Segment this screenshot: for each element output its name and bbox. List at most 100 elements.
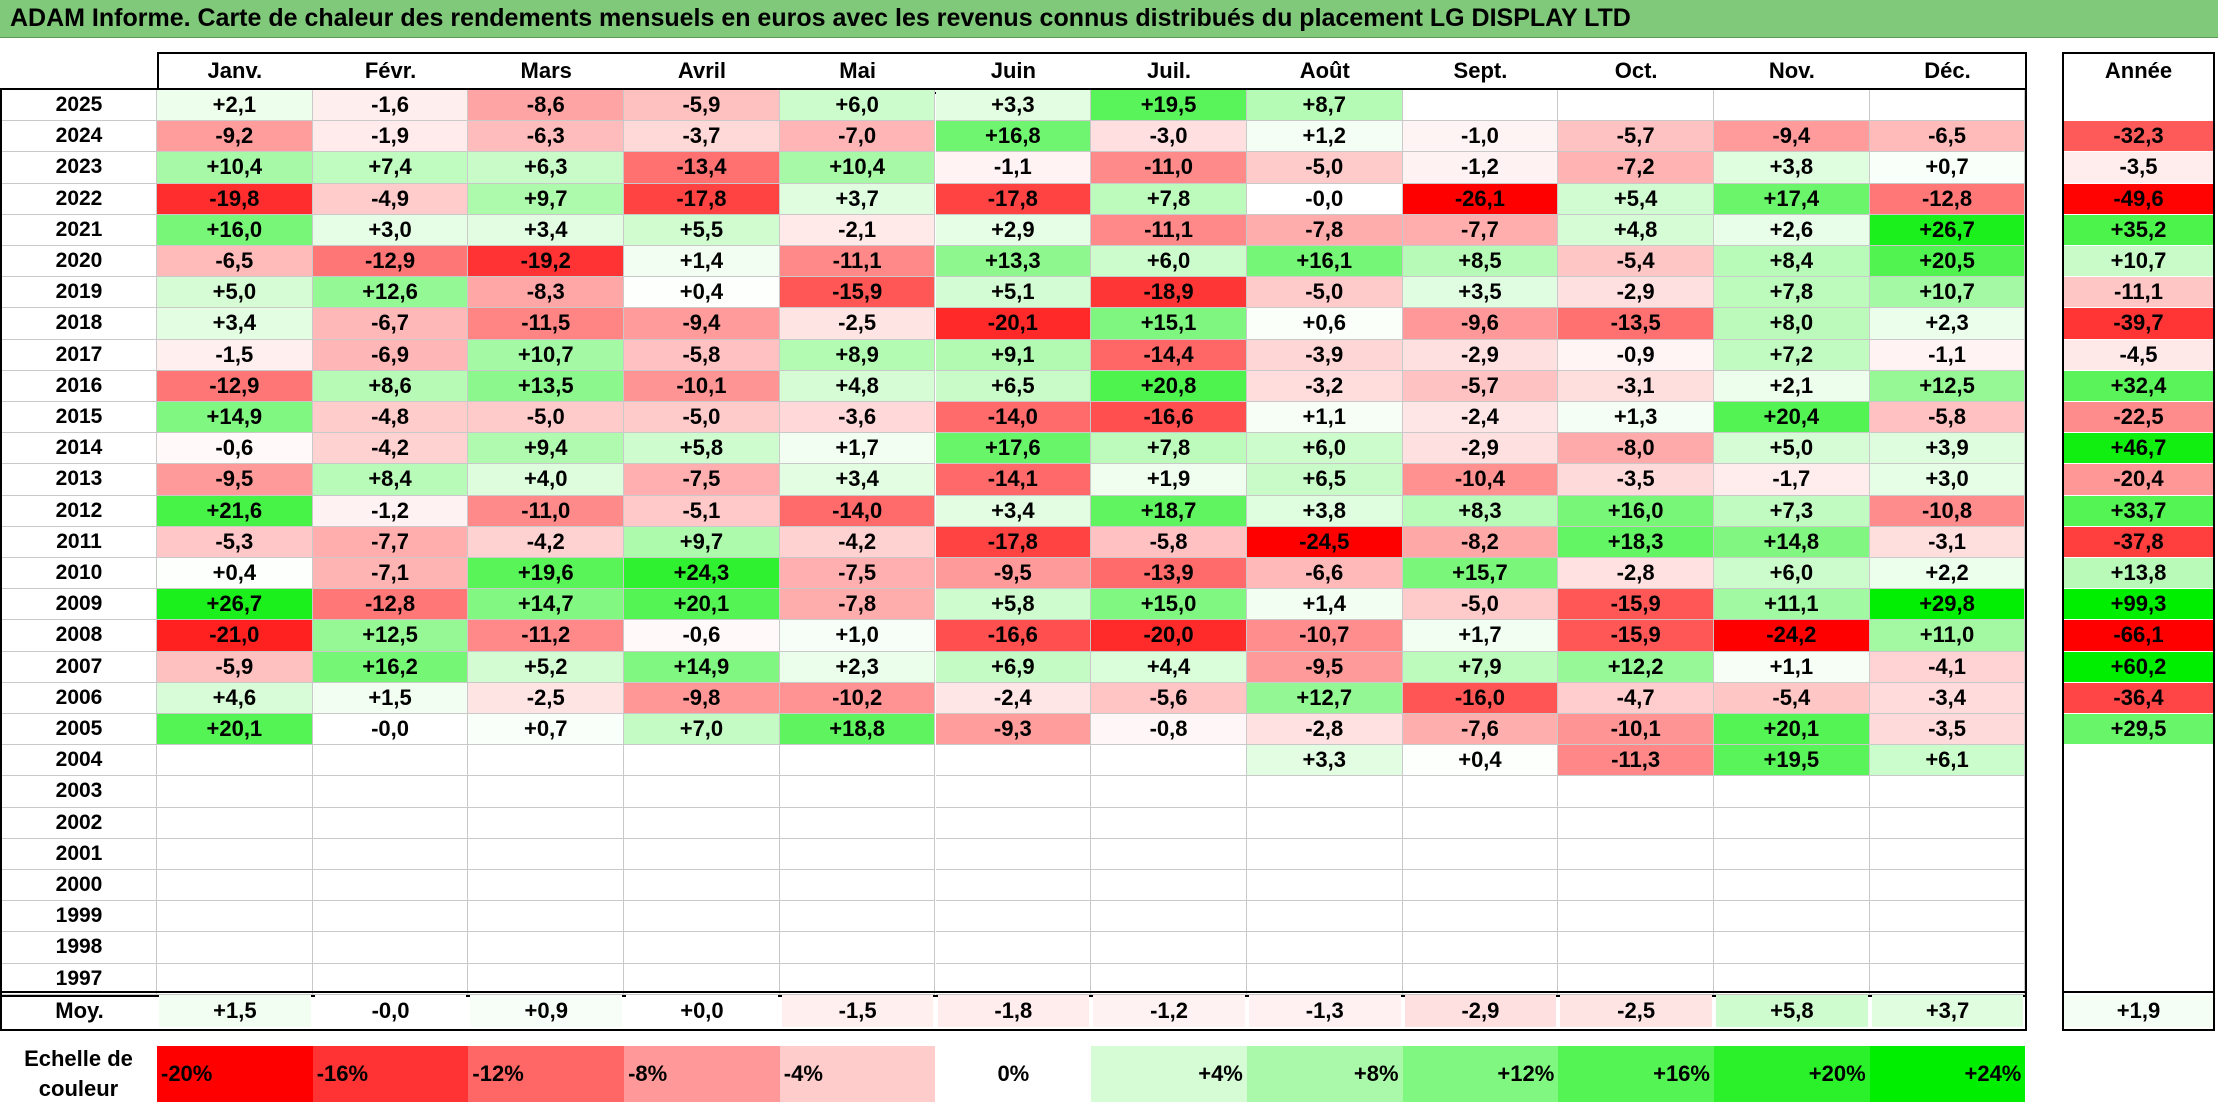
- heatmap-cell: +26,7: [1869, 214, 2026, 246]
- color-scale-step: +16%: [1558, 1046, 1714, 1102]
- heatmap-cell: -12,9: [312, 246, 469, 278]
- heatmap-cell: -2,5: [468, 682, 625, 714]
- heatmap-cell: -10,2: [779, 682, 936, 714]
- heatmap-cell: -6,6: [1246, 558, 1403, 590]
- annual-cell: +32,4: [2064, 370, 2213, 401]
- heatmap-cell: +5,8: [935, 589, 1092, 621]
- heatmap-cell: +8,7: [1246, 90, 1403, 122]
- heatmap-cell: -8,3: [468, 277, 625, 309]
- heatmap-cell: -11,3: [1558, 745, 1714, 777]
- heatmap-cell: +14,9: [157, 402, 313, 434]
- annual-cell: +60,2: [2064, 651, 2213, 682]
- heatmap-cell: +10,4: [157, 152, 313, 184]
- heatmap-cell: +1,0: [779, 620, 936, 652]
- heatmap-cell: +0,7: [1869, 152, 2026, 184]
- heatmap-cell: +6,0: [1091, 246, 1247, 278]
- heatmap-cell: -9,5: [1246, 651, 1403, 683]
- heatmap-cell: [1869, 901, 2026, 933]
- color-scale-step: +12%: [1402, 1046, 1559, 1102]
- heatmap-cell: -4,8: [312, 402, 469, 434]
- heatmap-cell: -3,1: [1869, 526, 2026, 558]
- year-label: 2022: [2, 183, 157, 215]
- heatmap-cell: +15,1: [1091, 308, 1247, 340]
- year-label: 2000: [2, 870, 157, 902]
- annual-cell: [2064, 90, 2213, 121]
- heatmap-cell: +20,1: [624, 589, 780, 621]
- heatmap-cell: +4,0: [468, 464, 625, 496]
- average-cell: +3,7: [1871, 995, 2024, 1027]
- heatmap-cell: [468, 870, 625, 902]
- annual-cell: +99,3: [2064, 589, 2213, 620]
- heatmap-cell: +8,3: [1402, 495, 1559, 527]
- heatmap-cell: +2,2: [1869, 558, 2026, 590]
- heatmap-cell: -16,6: [935, 620, 1092, 652]
- heatmap-cell: [624, 963, 780, 995]
- heatmap-cell: -5,0: [624, 402, 780, 434]
- annual-cell: -37,8: [2064, 526, 2213, 557]
- heatmap-cell: [157, 776, 313, 808]
- heatmap-cell: -3,5: [1558, 464, 1714, 496]
- annual-cell: -20,4: [2064, 464, 2213, 495]
- year-label: 2023: [2, 152, 157, 184]
- heatmap-cell: -2,4: [1402, 402, 1559, 434]
- heatmap-cell: [779, 932, 936, 964]
- heatmap-cell: [468, 838, 625, 870]
- heatmap-cell: [1714, 901, 1870, 933]
- heatmap-cell: +3,8: [1246, 495, 1403, 527]
- heatmap-cell: -2,5: [779, 308, 936, 340]
- heatmap-cell: [1869, 807, 2026, 839]
- heatmap-cell: +3,5: [1402, 277, 1559, 309]
- heatmap-cell: +8,4: [312, 464, 469, 496]
- heatmap-cell: -4,9: [312, 183, 469, 215]
- heatmap-cell: +3,4: [779, 464, 936, 496]
- heatmap-cell: -12,8: [312, 589, 469, 621]
- heatmap-cell: -2,4: [935, 682, 1092, 714]
- heatmap-cell: -6,7: [312, 308, 469, 340]
- heatmap-cell: +7,0: [624, 714, 780, 746]
- heatmap-cell: -15,9: [1558, 589, 1714, 621]
- heatmap-cell: [1558, 90, 1714, 122]
- heatmap-cell: [935, 807, 1092, 839]
- heatmap-cell: -24,2: [1714, 620, 1870, 652]
- year-label: 2017: [2, 339, 157, 371]
- heatmap-cell: +17,6: [935, 433, 1092, 465]
- annual-cell: -3,5: [2064, 152, 2213, 183]
- heatmap-cell: -9,5: [157, 464, 313, 496]
- heatmap-cell: +10,7: [468, 339, 625, 371]
- heatmap-cell: -14,0: [779, 495, 936, 527]
- heatmap-cell: [1558, 776, 1714, 808]
- heatmap-cell: -1,9: [312, 121, 469, 153]
- heatmap-cell: [157, 745, 313, 777]
- heatmap-cell: +0,6: [1246, 308, 1403, 340]
- heatmap-cell: -4,1: [1869, 651, 2026, 683]
- heatmap-cell: +5,0: [157, 277, 313, 309]
- heatmap-cell: [1091, 932, 1247, 964]
- annual-cell: +33,7: [2064, 495, 2213, 526]
- heatmap-cell: +1,9: [1091, 464, 1247, 496]
- heatmap-cell: [1558, 870, 1714, 902]
- heatmap-cell: [935, 870, 1092, 902]
- heatmap-cell: +8,0: [1714, 308, 1870, 340]
- heatmap-cell: +14,8: [1714, 526, 1870, 558]
- heatmap-cell: [1714, 807, 1870, 839]
- heatmap-cell: -6,9: [312, 339, 469, 371]
- heatmap-cell: +7,8: [1714, 277, 1870, 309]
- heatmap-cell: +3,0: [312, 214, 469, 246]
- heatmap-cell: -16,0: [1402, 682, 1559, 714]
- heatmap-cell: [935, 838, 1092, 870]
- heatmap-cell: +9,4: [468, 433, 625, 465]
- heatmap-cell: +2,3: [1869, 308, 2026, 340]
- heatmap-cell: -18,9: [1091, 277, 1247, 309]
- annual-cell: +35,2: [2064, 214, 2213, 245]
- heatmap-cell: +1,3: [1558, 402, 1714, 434]
- heatmap-cell: -21,0: [157, 620, 313, 652]
- heatmap-cell: [312, 776, 469, 808]
- heatmap-cell: [1869, 932, 2026, 964]
- year-label: 2019: [2, 277, 157, 309]
- year-label: 2006: [2, 682, 157, 714]
- month-header: Déc.: [1924, 58, 1971, 83]
- heatmap-cell: -5,7: [1558, 121, 1714, 153]
- heatmap-cell: [1558, 932, 1714, 964]
- heatmap-cell: [779, 745, 936, 777]
- heatmap-cell: -3,9: [1246, 339, 1403, 371]
